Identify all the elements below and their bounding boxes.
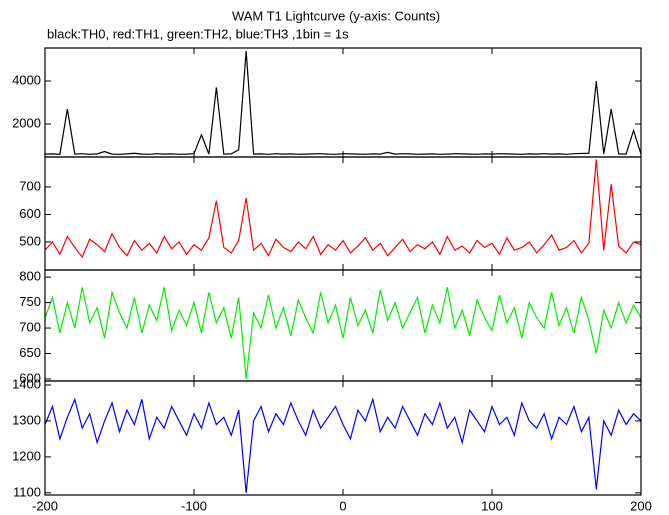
y-tick-label: 1100 (13, 484, 41, 499)
series-line (44, 397, 642, 493)
x-tick-label: 0 (339, 498, 346, 513)
chart-subtitle: black:TH0, red:TH1, green:TH2, blue:TH3 … (47, 26, 349, 41)
y-tick-label: 600 (19, 370, 41, 385)
y-tick-label: 500 (19, 233, 41, 248)
y-tick-label: 700 (19, 178, 41, 193)
series-line (44, 50, 642, 155)
panel-frame (44, 47, 642, 158)
y-tick-label: 1200 (12, 448, 41, 463)
y-tick-label: 600 (19, 206, 41, 221)
y-tick-label: 800 (19, 269, 41, 284)
y-tick-label: 1300 (12, 412, 41, 427)
y-tick-label: 750 (19, 294, 41, 309)
panel-frame (44, 269, 642, 382)
panel-frame (44, 156, 642, 271)
x-tick-label: 200 (630, 498, 652, 513)
series-line (44, 159, 642, 259)
y-tick-label: 650 (19, 345, 41, 360)
x-tick-label: -200 (32, 498, 58, 513)
y-tick-label: 2000 (12, 115, 41, 130)
chart-title: WAM T1 Lightcurve (y-axis: Counts) (232, 8, 440, 23)
y-tick-label: 700 (19, 319, 41, 334)
panel-frame (44, 380, 642, 496)
series-line (44, 287, 642, 380)
y-tick-label: 1400 (12, 376, 41, 391)
x-tick-label: -100 (181, 498, 207, 513)
y-tick-label: 4000 (12, 72, 41, 87)
x-tick-label: 100 (481, 498, 503, 513)
